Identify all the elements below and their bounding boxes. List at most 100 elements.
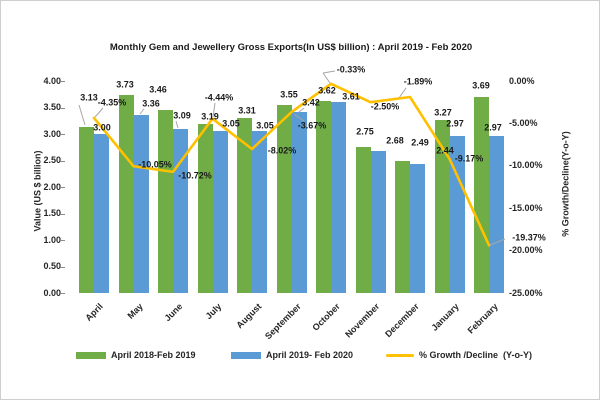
x-label-may: May [125, 301, 145, 321]
growth-label: -1.89% [403, 76, 433, 87]
value-label-blue: 3.61 [342, 91, 360, 102]
value-label-green: 3.69 [472, 80, 490, 91]
value-label-blue: 3.05 [222, 118, 240, 129]
bar-december-2019 [410, 163, 425, 293]
leader-line [94, 107, 104, 118]
bar-december-2018 [395, 161, 410, 293]
y-tick-right: -20.00% [509, 245, 543, 256]
bar-june-2019 [173, 129, 188, 293]
y-tickmark-left [60, 187, 65, 188]
y-tickmark-left [60, 213, 65, 215]
legend-swatch-blue [231, 351, 261, 359]
legend-label-growth: % Growth /Decline (Y-o-Y) [419, 349, 533, 360]
growth-label: -0.33% [336, 64, 366, 75]
bar-august-2018 [237, 117, 252, 293]
y-tickmark-left [60, 134, 65, 135]
bar-july-2019 [212, 131, 228, 293]
value-label-blue: 3.00 [93, 122, 111, 133]
value-label-green: 2.49 [411, 137, 429, 148]
value-label-green: 3.73 [116, 79, 134, 90]
y-tick-left: 3.00 [43, 128, 61, 139]
y-tickmark-left [60, 81, 65, 82]
leader-line [175, 120, 179, 129]
legend-label-2018: April 2018-Feb 2019 [111, 349, 196, 360]
y-tick-right: -25.00% [509, 287, 543, 298]
x-label-september: September [262, 301, 303, 342]
bar-june-2018 [158, 109, 173, 293]
x-label-june: June [162, 301, 185, 324]
legend-swatch-growth-line [386, 353, 414, 357]
x-label-january: January [429, 301, 461, 333]
value-label-blue: 2.97 [484, 122, 502, 133]
x-label-february: February [466, 301, 501, 336]
y-tick-left: 0.00 [43, 287, 61, 298]
growth-label: -3.67% [297, 120, 327, 131]
growth-label: -19.37% [512, 232, 546, 243]
legend-item-growth: % Growth /Decline (Y-o-Y) [386, 349, 532, 361]
legend-item-2018: April 2018-Feb 2019 [76, 349, 196, 361]
bar-july-2018 [197, 123, 213, 293]
x-label-july: July [204, 301, 224, 322]
growth-label: -4.44% [204, 92, 234, 103]
x-label-december: December [383, 301, 422, 340]
x-label-april: April [83, 301, 106, 323]
legend-label-2019: April 2019- Feb 2020 [266, 349, 354, 360]
y-tickmark-left [60, 293, 65, 294]
growth-label: -10.72% [178, 170, 212, 181]
x-label-august: August [234, 301, 264, 331]
y-tickmark-left [60, 107, 65, 109]
value-label-blue: 3.09 [173, 110, 191, 121]
leader-line [398, 87, 407, 99]
growth-label: -4.35% [97, 97, 127, 108]
value-label-blue: 3.05 [256, 120, 274, 131]
y-tick-left: 0.50 [43, 261, 61, 271]
y-tick-right: -15.00% [509, 202, 543, 213]
value-label-green: 2.75 [356, 126, 374, 137]
legend-item-2019: April 2019- Feb 2020 [231, 349, 353, 361]
value-label-blue: 3.42 [302, 97, 320, 108]
legend-swatch-green [76, 351, 106, 359]
y-tick-left: 2.00 [43, 181, 61, 192]
chart-title: Monthly Gem and Jewellery Gross Exports(… [109, 42, 473, 53]
growth-label: -8.02% [267, 145, 297, 156]
bar-february-2019 [489, 135, 504, 293]
y-tick-left: 3.50 [43, 102, 61, 112]
value-label-green: 3.31 [238, 105, 256, 116]
bar-may-2019 [133, 114, 149, 293]
y-tick-left: 1.00 [43, 234, 61, 245]
value-label-green: 3.27 [434, 107, 452, 118]
bar-may-2018 [118, 95, 134, 293]
x-label-october: October [310, 301, 343, 333]
y-tick-left: 4.00 [43, 75, 61, 86]
growth-label: -2.50% [370, 101, 400, 112]
value-label-green: 3.13 [80, 92, 98, 103]
value-label-blue: 2.97 [446, 118, 464, 129]
leader-line [322, 70, 336, 74]
leader-line [322, 72, 331, 84]
bar-august-2019 [252, 131, 267, 293]
bar-april-2018 [79, 127, 94, 293]
bar-october-2019 [331, 101, 346, 293]
bar-september-2018 [276, 104, 292, 293]
leader-line [139, 108, 145, 115]
growth-label: -9.17% [454, 153, 484, 164]
value-label-green: 3.46 [149, 84, 167, 95]
leader-line [78, 104, 86, 126]
value-label-green: 3.55 [280, 89, 298, 100]
bar-november-2018 [355, 147, 371, 293]
y-tick-left: 1.50 [43, 208, 61, 218]
y-tick-right: 0.00% [509, 75, 535, 86]
y-tickmark-left [60, 240, 65, 241]
bar-november-2019 [370, 150, 386, 293]
value-label-blue: 3.36 [142, 98, 160, 109]
y-tick-right: -10.00% [509, 160, 543, 171]
value-label-blue: 2.68 [386, 135, 404, 146]
y-tickmark-left [60, 160, 65, 162]
y-tickmark-left [60, 266, 65, 268]
x-label-november: November [343, 301, 382, 340]
value-label-green: 3.62 [318, 85, 336, 96]
value-label-blue: 2.44 [436, 145, 454, 156]
y-tick-right: -5.00% [509, 117, 538, 128]
growth-label: -10.05% [138, 159, 172, 170]
